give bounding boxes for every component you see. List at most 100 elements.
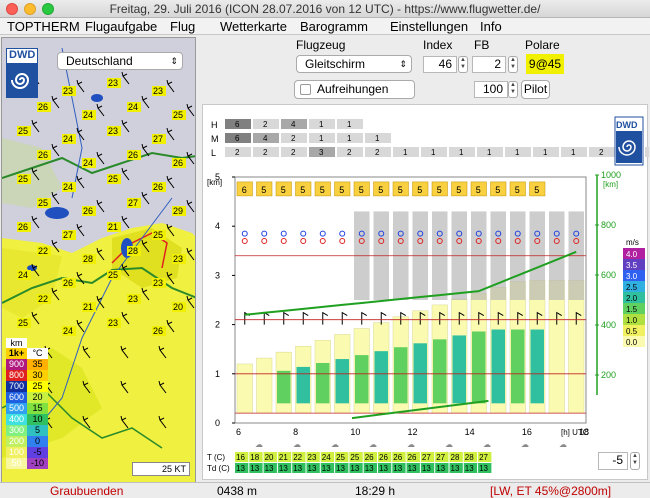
wind-barb — [400, 311, 407, 325]
cloud-cell — [477, 147, 503, 157]
y-unit-right: [km] — [603, 180, 618, 189]
zoom-icon[interactable] — [42, 3, 54, 15]
climb-legend-swatch — [623, 303, 645, 314]
dew-value: 13 — [479, 464, 488, 473]
station-box — [107, 126, 121, 136]
temp-cell — [378, 452, 392, 462]
cloud-cell — [253, 133, 279, 143]
climb-legend-value: 1.5 — [626, 305, 638, 314]
cloud-icon: ☁ — [255, 440, 263, 449]
dew-cell — [406, 463, 420, 473]
temp-cell — [449, 452, 463, 462]
menu-info[interactable]: Info — [480, 19, 502, 34]
station-value: 23 — [108, 78, 118, 88]
pilot-button[interactable]: Pilot — [521, 80, 550, 99]
pilot-stepper[interactable]: ▲ ▼ — [508, 81, 518, 98]
minimize-icon[interactable] — [24, 3, 36, 15]
dew-cell — [249, 463, 263, 473]
dew-value: 13 — [436, 464, 445, 473]
index-stepper[interactable]: ▲ ▼ — [458, 56, 468, 73]
region-select[interactable]: Deutschland ⇕ — [57, 52, 183, 70]
weather-map[interactable]: 25 23 23 23 26 24 24 25 25 24 23 27 26 24 26 26 25 24 25 26… — [2, 38, 196, 484]
station-value: 26 — [18, 222, 28, 232]
level-box — [295, 181, 312, 197]
marker-circle — [495, 237, 502, 244]
menu-flug[interactable]: Flug — [170, 19, 196, 34]
wind-barb — [121, 167, 130, 181]
flugzeug-select[interactable]: Gleitschirm ⇕ — [296, 55, 412, 73]
map-panel[interactable]: 25 23 23 23 26 24 24 25 25 24 23 27 26 24 26 26 25 24 25 26… — [1, 37, 196, 484]
menu-barogramm[interactable]: Barogramm — [300, 19, 368, 34]
cloud-cell — [309, 133, 335, 143]
temp-value: 20 — [265, 453, 274, 462]
wind-barb — [186, 151, 195, 165]
fb-stepper[interactable]: ▲ ▼ — [508, 56, 518, 73]
station-box — [82, 158, 96, 168]
temp-value: 24 — [322, 453, 331, 462]
temp-cell — [349, 452, 363, 462]
close-icon[interactable] — [6, 3, 18, 15]
cloud-cell — [309, 147, 335, 157]
cloud-cell — [309, 119, 335, 129]
spiral-icon — [7, 63, 37, 97]
station-box — [37, 198, 51, 208]
title-bar: Freitag, 29. Juli 2016 (ICON 28.07.2016 … — [0, 0, 650, 18]
cloud-cell — [365, 133, 391, 143]
station-value: 25 — [38, 198, 48, 208]
station-value: 26 — [38, 150, 48, 160]
level-value: 6 — [242, 185, 247, 195]
aufreihungen-checkbox[interactable]: Aufreihungen — [294, 80, 415, 99]
temp-value: 25 — [336, 453, 345, 462]
wind-barb — [31, 263, 40, 277]
climb-core — [472, 331, 486, 404]
index-field[interactable]: 46 — [423, 56, 457, 73]
temp-value: 27 — [422, 453, 431, 462]
temp-cell — [235, 452, 249, 462]
polare-display: 9@45 — [526, 54, 564, 74]
station-value: 26 — [38, 102, 48, 112]
wind-barb — [76, 175, 85, 189]
menu-einstellungen[interactable]: Einstellungen — [390, 19, 469, 34]
marker-circle — [261, 237, 268, 244]
dew-cell — [363, 463, 377, 473]
y-tick-right: 800 — [601, 220, 616, 230]
cloud-row-label: M — [211, 134, 219, 144]
station-box — [172, 158, 186, 168]
spiral-icon — [616, 131, 642, 163]
legend-km-value: 50 — [6, 458, 27, 469]
climb-legend-value: 2.0 — [626, 294, 638, 303]
cloud-cell-value: 2 — [235, 148, 240, 157]
marker-circle — [456, 230, 463, 237]
level-value: 5 — [378, 185, 383, 195]
menu-toptherm[interactable]: TOPTHERM — [7, 19, 80, 34]
legend-c-value: 35 — [27, 359, 48, 370]
station-box — [62, 278, 76, 288]
offset-stepper[interactable]: ▲ ▼ — [630, 452, 640, 470]
climb-legend-swatch — [623, 248, 645, 259]
level-value: 5 — [339, 185, 344, 195]
station-box — [37, 246, 51, 256]
climb-legend-value: 3.5 — [626, 261, 638, 270]
wind-barb — [141, 287, 150, 301]
cloud-cell-value: 4 — [291, 120, 296, 129]
menu-wetterkarte[interactable]: Wetterkarte — [220, 19, 287, 34]
climb-core — [355, 355, 369, 404]
level-value: 5 — [534, 185, 539, 195]
updown-chevron-icon: ⇕ — [399, 59, 407, 69]
fb-field[interactable]: 2 — [472, 56, 506, 73]
thermal-column — [568, 280, 585, 414]
wind-barb — [120, 380, 129, 394]
menu-flugaufgabe[interactable]: Flugaufgabe — [85, 19, 158, 34]
station-value: 22 — [38, 246, 48, 256]
wind-barb — [517, 311, 524, 325]
climb-legend-swatch — [623, 314, 645, 325]
pilot-weight-field[interactable]: 100 — [474, 81, 508, 98]
offset-field[interactable]: -5 — [598, 452, 628, 470]
marker-circle — [397, 230, 404, 237]
level-box — [392, 181, 409, 197]
legend-c-value: 0 — [27, 436, 48, 447]
legend-row: 700 25 — [6, 381, 48, 392]
wind-barb — [283, 311, 290, 325]
offset-value: -5 — [612, 453, 623, 467]
marker-circle — [553, 230, 560, 237]
